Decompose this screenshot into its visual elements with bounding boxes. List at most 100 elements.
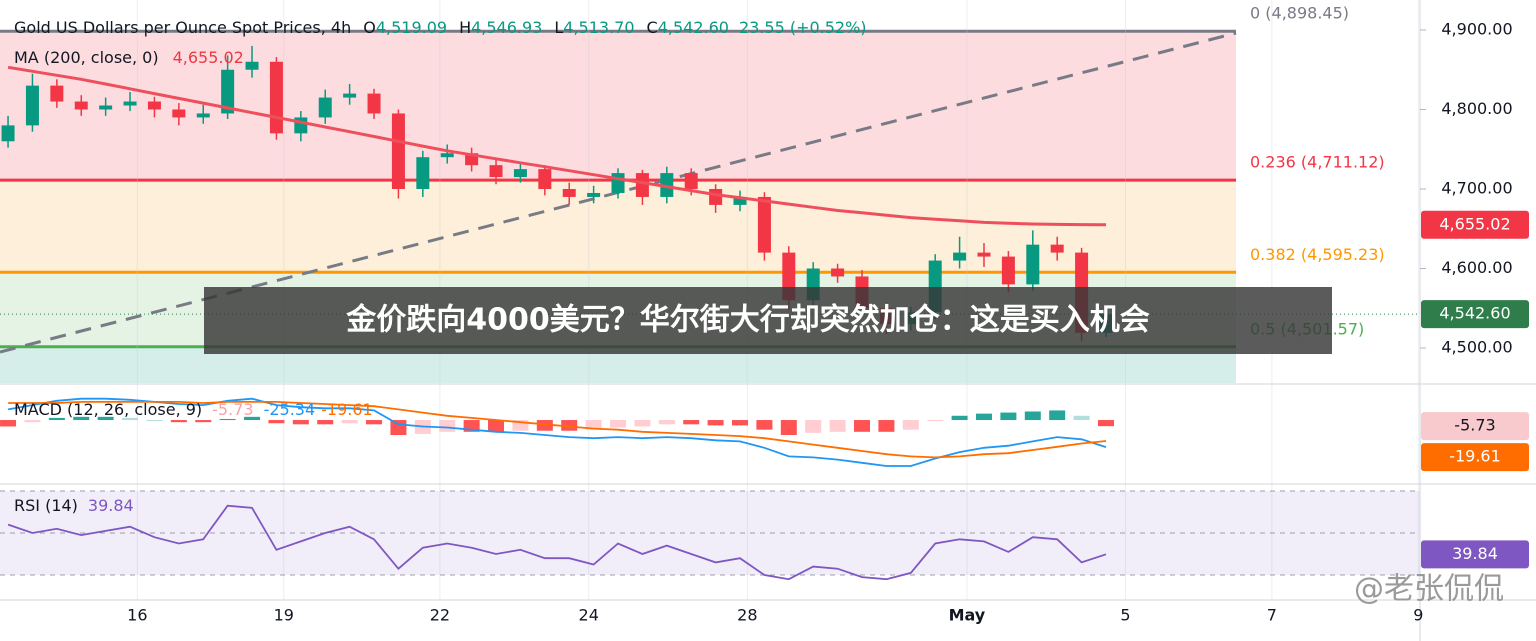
fib-label: 0.382 (4,595.23) bbox=[1250, 245, 1385, 264]
x-tick-label: 5 bbox=[1120, 606, 1130, 625]
candle-body bbox=[367, 93, 381, 114]
price-badge-label: -5.73 bbox=[1454, 416, 1495, 435]
macd-histogram-bar bbox=[975, 413, 992, 421]
candle-body bbox=[123, 101, 137, 106]
macd-histogram-bar bbox=[658, 420, 675, 425]
macd-histogram-bar bbox=[610, 420, 627, 428]
macd-histogram-bar bbox=[317, 420, 334, 425]
candle-body bbox=[1050, 244, 1064, 253]
macd-histogram-bar bbox=[634, 420, 651, 427]
y-tick-label: 4,700.00 bbox=[1441, 178, 1512, 197]
macd-histogram-bar bbox=[195, 420, 212, 423]
ohlc-key: O bbox=[363, 18, 376, 37]
rsi-label: RSI (14) bbox=[14, 496, 78, 515]
price-badge bbox=[1421, 210, 1529, 239]
macd-signal-value: -19.61 bbox=[321, 400, 373, 419]
macd-histogram-bar bbox=[878, 420, 895, 432]
macd-histogram-bar bbox=[341, 420, 358, 424]
axis-layer: 0 (4,898.45) 0.236 (4,711.12) 0.382 (4,595… bbox=[127, 4, 1529, 625]
candle-body bbox=[660, 173, 674, 197]
candle-body bbox=[99, 105, 113, 110]
macd-histogram-bar bbox=[707, 420, 724, 426]
macd-histogram-bar bbox=[292, 420, 309, 425]
ohlc-value: 4,546.93 bbox=[471, 18, 542, 37]
macd-histogram-bar bbox=[219, 418, 236, 421]
price-badge bbox=[1421, 412, 1529, 441]
macd-histogram-bar bbox=[780, 420, 797, 435]
ma-line bbox=[7, 65, 1107, 227]
ohlc-key: H bbox=[459, 18, 471, 37]
y-tick-label: 4,600.00 bbox=[1441, 258, 1512, 277]
macd-histogram-bar bbox=[756, 420, 773, 430]
legend-layer: Gold US Dollars per Ounce Spot Prices, 4… bbox=[14, 18, 867, 515]
candle-body bbox=[172, 109, 186, 118]
macd-histogram-bar bbox=[73, 416, 90, 421]
ma-label: MA (200, close, 0) bbox=[14, 48, 159, 67]
macd-histogram-bar bbox=[1000, 412, 1017, 421]
candle-body bbox=[269, 61, 283, 134]
ohlc-key: C bbox=[647, 18, 658, 37]
macd-histogram-bar bbox=[439, 420, 456, 432]
price-badge bbox=[1421, 540, 1529, 569]
candle-body bbox=[489, 165, 503, 178]
macd-histogram-bar bbox=[512, 420, 529, 431]
macd-histogram-bar bbox=[97, 416, 114, 421]
macd-hist-value: -5.73 bbox=[212, 400, 253, 419]
x-tick-label: 19 bbox=[274, 606, 294, 625]
candle-body bbox=[538, 169, 552, 189]
macd-histogram-bar bbox=[1024, 411, 1041, 421]
candle-body bbox=[318, 97, 332, 118]
macd-histogram-bar bbox=[24, 420, 41, 423]
macd-histogram-bar bbox=[366, 420, 383, 425]
macd-histogram-bar bbox=[536, 420, 553, 431]
candle-body bbox=[221, 69, 235, 114]
macd-histogram-bar bbox=[244, 416, 261, 421]
y-tick-label: 4,800.00 bbox=[1441, 99, 1512, 118]
candle-body bbox=[1001, 256, 1015, 285]
candle-body bbox=[1026, 244, 1040, 285]
macd-histogram-bar bbox=[805, 420, 822, 433]
macd-histogram-bar bbox=[902, 420, 919, 430]
macd-histogram-bar bbox=[390, 420, 407, 435]
candle-body bbox=[562, 188, 576, 197]
candle-body bbox=[1, 125, 15, 142]
candle-body bbox=[513, 169, 527, 178]
candle-body bbox=[50, 85, 64, 102]
rsi-legend: RSI (14) 39.84 bbox=[14, 496, 134, 515]
macd-histogram-bar bbox=[48, 417, 65, 421]
candle-body bbox=[147, 101, 161, 110]
candle-body bbox=[74, 101, 88, 110]
candle-body bbox=[25, 85, 39, 126]
x-tick-label: 9 bbox=[1413, 606, 1423, 625]
macd-histogram-bar bbox=[927, 420, 944, 422]
candle-body bbox=[587, 192, 601, 197]
overlay-box bbox=[204, 287, 1332, 354]
macd-histogram-bar bbox=[0, 420, 17, 427]
macd-histogram-bar bbox=[170, 420, 187, 423]
fib-zone bbox=[0, 31, 1236, 181]
macd-histogram-bar bbox=[268, 420, 285, 424]
price-badge-label: -19.61 bbox=[1449, 447, 1501, 466]
macd-histogram-bar bbox=[561, 420, 578, 431]
macd-histogram-bar bbox=[1097, 420, 1114, 427]
candle-body bbox=[733, 196, 747, 205]
candle-body bbox=[465, 153, 479, 166]
price-badge-label: 4,655.02 bbox=[1439, 214, 1510, 233]
macd-histogram-bar bbox=[732, 420, 749, 426]
signal-line bbox=[8, 401, 1107, 459]
price-badge bbox=[1421, 300, 1529, 329]
x-tick-label: 22 bbox=[430, 606, 450, 625]
macd-histogram-bar bbox=[1049, 410, 1066, 421]
marks-layer bbox=[0, 45, 1420, 581]
ohlc-value: 4,542.60 bbox=[658, 18, 729, 37]
y-tick-label: 4,500.00 bbox=[1441, 338, 1512, 357]
macd-histogram-bar bbox=[951, 415, 968, 421]
x-tick-label: 28 bbox=[737, 606, 757, 625]
ohlc-value: 4,513.70 bbox=[563, 18, 634, 37]
overlay-text: 金价跌向4000美元？华尔街大行却突然加仓：这是买入机会 bbox=[345, 303, 1150, 338]
candle-body bbox=[953, 252, 967, 261]
candle-body bbox=[611, 173, 625, 193]
ohlc-key: L bbox=[554, 18, 563, 37]
change: 23.55 (+0.52%) bbox=[739, 18, 867, 37]
